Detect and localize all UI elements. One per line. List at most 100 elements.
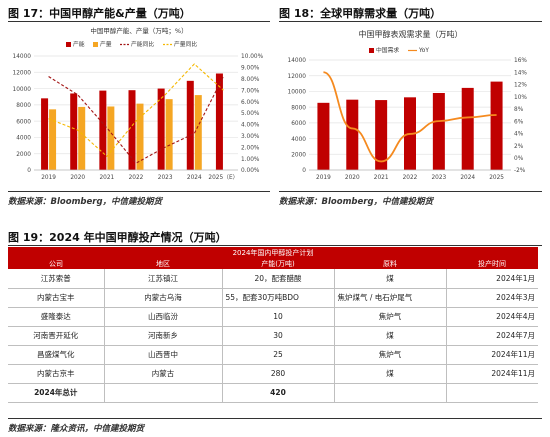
bar-primary bbox=[186, 80, 194, 170]
bar-primary bbox=[432, 93, 445, 170]
y-tick-label: 12000 bbox=[288, 74, 307, 80]
cell-feedstock: 焦炉气 bbox=[334, 345, 447, 365]
y2-tick-label: 6.00% bbox=[241, 100, 260, 106]
bar-secondary bbox=[78, 106, 86, 170]
cell-company: 河南晋开延化 bbox=[8, 326, 105, 346]
x-tick-label: 2025 bbox=[489, 175, 504, 181]
y-tick-label: 6000 bbox=[291, 121, 306, 127]
bar-primary bbox=[70, 93, 78, 170]
col-header-company: 公司 bbox=[8, 258, 104, 269]
x-tick-label: 2020 bbox=[70, 175, 85, 181]
y-tick-label: 8000 bbox=[16, 103, 31, 109]
y-tick-label: 2000 bbox=[16, 152, 31, 158]
cell-start-date: 2024年3月 bbox=[446, 288, 539, 308]
cell-region: 山西临汾 bbox=[104, 307, 223, 327]
fig17-source: 数据来源：Bloomberg，中信建投期货 bbox=[8, 197, 163, 207]
cell-region: 河南新乡 bbox=[104, 326, 223, 346]
cell-region: 内蒙古 bbox=[104, 364, 223, 384]
table-total-row: 2024年总计 420 bbox=[8, 383, 539, 403]
y2-tick-label: 12% bbox=[514, 83, 527, 89]
cell-region: 江苏镇江 bbox=[104, 269, 223, 289]
cell-feedstock bbox=[334, 383, 447, 403]
fig19-source: 数据来源：隆众资讯，中信建投期货 bbox=[8, 424, 145, 434]
y-tick-label: 2000 bbox=[291, 152, 306, 158]
y-tick-label: 10000 bbox=[13, 87, 32, 93]
table-row: 内蒙古宝丰 内蒙古乌海 55，配套30万吨BDO 焦炉煤气 / 电石炉尾气 20… bbox=[8, 288, 539, 308]
y2-tick-label: 10% bbox=[514, 95, 527, 101]
x-tick-label: 2019 bbox=[41, 175, 56, 181]
legend-swatch bbox=[93, 42, 98, 47]
y-tick-label: 0 bbox=[302, 168, 306, 174]
cell-company: 昌盛煤气化 bbox=[8, 345, 105, 365]
y2-tick-label: 8.00% bbox=[241, 77, 260, 83]
col-header-capacity: 产能(万吨) bbox=[222, 258, 334, 269]
col-header-region: 地区 bbox=[104, 258, 222, 269]
fig18-bottom-rule bbox=[279, 191, 542, 192]
col-header-start-date: 投产时间 bbox=[446, 258, 539, 269]
cell-capacity: 25 bbox=[222, 345, 335, 365]
y2-tick-label: 16% bbox=[514, 58, 527, 64]
bar-secondary bbox=[49, 109, 57, 170]
x-tick-label: 2019 bbox=[316, 175, 331, 181]
table-title: 2024年国内甲醇投产计划 bbox=[8, 247, 539, 258]
x-tick-label: 2020 bbox=[345, 175, 360, 181]
legend-label: 产能同比 bbox=[131, 40, 154, 48]
fig17-bottom-rule bbox=[8, 191, 270, 192]
cell-start-date: 2024年11月 bbox=[446, 345, 539, 365]
legend-label: 中国需求 bbox=[376, 46, 399, 54]
y-tick-label: 10000 bbox=[288, 90, 307, 96]
series-line-YoY bbox=[323, 71, 497, 163]
cell-feedstock: 焦炉气 bbox=[334, 307, 447, 327]
bar-primary bbox=[41, 98, 49, 170]
y2-tick-label: 9.00% bbox=[241, 66, 260, 72]
production-plan-table: 2024年国内甲醇投产计划 公司 地区 产能(万吨) 原料 投产时间 江苏索普 … bbox=[8, 247, 539, 403]
table-row: 内蒙古京丰 内蒙古 280 煤 2024年11月 bbox=[8, 364, 539, 384]
y2-tick-label: 4% bbox=[514, 132, 524, 138]
cell-feedstock: 煤 bbox=[334, 269, 447, 289]
legend-swatch bbox=[66, 42, 71, 47]
y2-tick-label: 5.00% bbox=[241, 111, 260, 117]
cell-feedstock: 煤 bbox=[334, 364, 447, 384]
cell-total-capacity: 420 bbox=[222, 383, 335, 403]
bar-primary bbox=[461, 87, 474, 170]
x-tick-label: 2022 bbox=[129, 175, 144, 181]
cell-company: 江苏索普 bbox=[8, 269, 105, 289]
y2-tick-label: 7.00% bbox=[241, 88, 260, 94]
x-tick-label: 2025（E） bbox=[208, 174, 238, 181]
cell-region bbox=[104, 383, 223, 403]
cell-total-label: 2024年总计 bbox=[8, 383, 105, 403]
cell-capacity: 280 bbox=[222, 364, 335, 384]
x-tick-label: 2021 bbox=[99, 175, 114, 181]
cell-start-date: 2024年7月 bbox=[446, 326, 539, 346]
legend-label: YoY bbox=[418, 48, 429, 54]
y2-tick-label: 2.00% bbox=[241, 145, 260, 151]
cell-region: 内蒙古乌海 bbox=[104, 288, 223, 308]
table-row: 盛隆泰达 山西临汾 10 焦炉气 2024年4月 bbox=[8, 307, 539, 327]
y2-tick-label: 0% bbox=[514, 156, 524, 162]
demand-chart: 中国甲醇表观需求量（万吨） 0 2000 4000 6000 8000 10000 12000… bbox=[288, 29, 528, 181]
cell-start-date: 2024年1月 bbox=[446, 269, 539, 289]
bar-primary bbox=[375, 100, 388, 170]
cell-capacity: 55，配套30万吨BDO bbox=[222, 288, 335, 308]
x-tick-label: 2023 bbox=[158, 175, 173, 181]
fig17-title-rule bbox=[8, 21, 270, 22]
table-row: 昌盛煤气化 山西晋中 25 焦炉气 2024年11月 bbox=[8, 345, 539, 365]
bar-primary bbox=[157, 88, 165, 170]
table-row: 河南晋开延化 河南新乡 30 煤 2024年7月 bbox=[8, 326, 539, 346]
y2-tick-label: 8% bbox=[514, 107, 524, 113]
y2-tick-label: 2% bbox=[514, 144, 524, 150]
fig19-title: 图 19：2024 年中国甲醇投产情况（万吨） bbox=[8, 231, 227, 244]
legend-swatch bbox=[369, 48, 374, 53]
fig17-title: 图 17：中国甲醇产能&产量（万吨） bbox=[8, 7, 191, 20]
x-tick-label: 2023 bbox=[431, 175, 446, 181]
cell-capacity: 10 bbox=[222, 307, 335, 327]
bar-primary bbox=[215, 73, 223, 170]
y2-tick-label: 0.00% bbox=[241, 168, 260, 174]
legend-label: 产量同比 bbox=[174, 40, 197, 48]
fig19-title-rule bbox=[8, 245, 542, 246]
cell-company: 盛隆泰达 bbox=[8, 307, 105, 327]
series-line-产量同比 bbox=[48, 63, 224, 158]
y2-tick-label: 6% bbox=[514, 119, 524, 125]
y2-tick-label: -2% bbox=[514, 168, 526, 174]
cell-capacity: 20，配套醋酸 bbox=[222, 269, 335, 289]
